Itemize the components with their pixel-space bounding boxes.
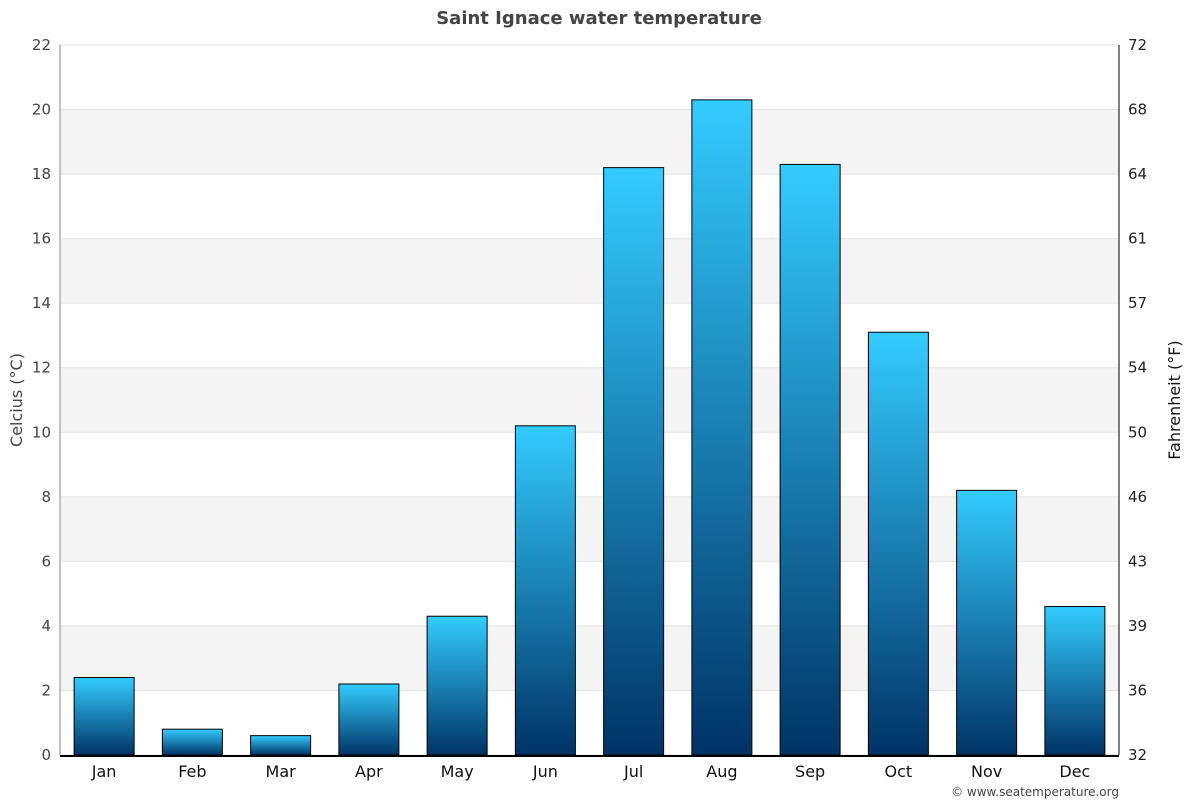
y2-axis-label: Fahrenheit (°F) <box>1165 340 1184 459</box>
bar-jul <box>603 167 665 756</box>
y-tick-label: 8 <box>41 488 51 506</box>
grid-band <box>60 367 1119 433</box>
x-tick-label: Oct <box>885 762 913 781</box>
grid-band <box>60 496 1119 562</box>
y-tick-label: 0 <box>41 746 51 764</box>
chart-title: Saint Ignace water temperature <box>436 8 762 29</box>
y-tick-label: 18 <box>32 165 51 183</box>
bar-may <box>426 615 488 756</box>
x-tick-label: Mar <box>266 762 297 781</box>
bar-nov <box>956 489 1018 756</box>
y-tick-label: 16 <box>32 230 51 248</box>
y2-tick-label: 39 <box>1128 617 1147 635</box>
bar-aug <box>691 99 753 756</box>
y2-tick-label: 36 <box>1128 681 1147 699</box>
bar-mar <box>250 735 312 756</box>
bar-sep <box>779 163 841 756</box>
bar-dec <box>1044 606 1106 756</box>
y2-tick-label: 57 <box>1128 294 1147 312</box>
y-tick-label: 14 <box>32 294 51 312</box>
x-tick-label: Apr <box>355 762 383 781</box>
y2-tick-label: 43 <box>1128 552 1147 570</box>
y2-tick-label: 68 <box>1128 101 1147 119</box>
y-tick-label: 20 <box>32 101 51 119</box>
bar-jan <box>73 677 135 756</box>
y-tick-label: 4 <box>41 617 51 635</box>
bar-apr <box>338 683 400 756</box>
x-tick-label: Aug <box>706 762 737 781</box>
credit[interactable]: © www.seatemperature.org <box>951 785 1119 799</box>
x-tick-label: Feb <box>178 762 206 781</box>
x-tick-label: Jan <box>91 762 117 781</box>
y-tick-label: 22 <box>32 36 51 54</box>
y2-tick-label: 46 <box>1128 488 1147 506</box>
x-tick-label: May <box>441 762 474 781</box>
x-tick-label: Jun <box>532 762 558 781</box>
y2-tick-label: 72 <box>1128 36 1147 54</box>
grid-band <box>60 238 1119 304</box>
y-tick-label: 6 <box>41 552 51 570</box>
grid-band <box>60 109 1119 175</box>
y-tick-label: 10 <box>32 423 51 441</box>
bar-jun <box>514 425 576 756</box>
y2-tick-label: 54 <box>1128 359 1147 377</box>
bar-feb <box>161 728 223 756</box>
x-tick-label: Jul <box>623 762 643 781</box>
y-axis-label: Celcius (°C) <box>7 353 26 447</box>
y-tick-label: 12 <box>32 359 51 377</box>
y2-tick-label: 32 <box>1128 746 1147 764</box>
x-tick-label: Dec <box>1059 762 1090 781</box>
y2-tick-label: 50 <box>1128 423 1147 441</box>
y2-tick-label: 61 <box>1128 230 1147 248</box>
bar-oct <box>867 331 929 756</box>
x-tick-label: Nov <box>971 762 1002 781</box>
y-tick-label: 2 <box>41 681 51 699</box>
x-tick-label: Sep <box>795 762 825 781</box>
grid-band <box>60 625 1119 691</box>
y2-tick-label: 64 <box>1128 165 1147 183</box>
